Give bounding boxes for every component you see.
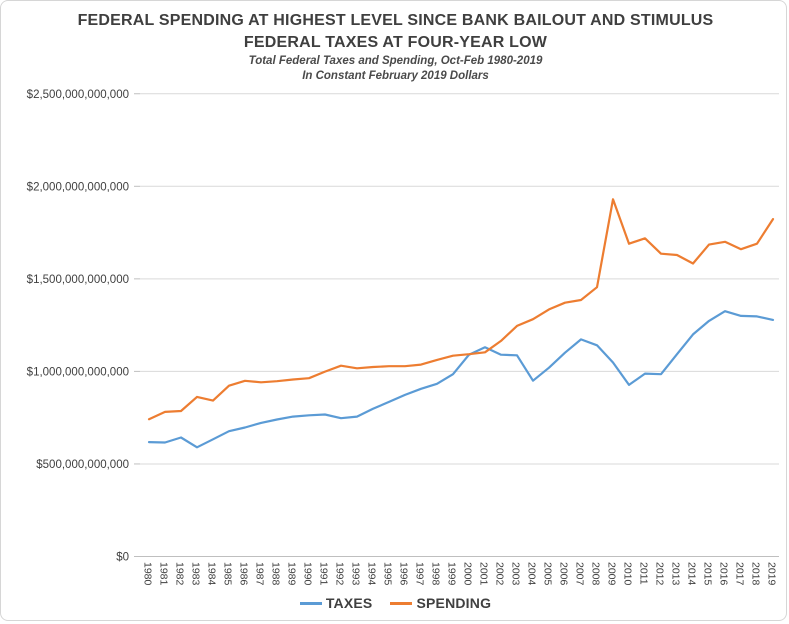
x-axis-label: 1996 — [398, 562, 410, 586]
x-axis-label: 2013 — [670, 562, 682, 586]
x-axis-label: 1983 — [190, 562, 202, 586]
legend-item-taxes: TAXES — [299, 595, 373, 611]
x-axis-label: 1980 — [142, 562, 154, 586]
x-axis-label: 2014 — [686, 562, 698, 586]
x-axis-label: 1999 — [446, 562, 458, 586]
chart-legend: TAXES SPENDING — [1, 595, 789, 611]
series-line-spending — [147, 198, 775, 421]
x-axis-label: 2016 — [718, 562, 730, 586]
x-axis-label: 2006 — [558, 562, 570, 586]
x-axis-label: 2015 — [702, 562, 714, 586]
x-axis-label: 1993 — [350, 562, 362, 586]
y-axis-label: $0 — [116, 552, 129, 564]
x-axis-label: 1990 — [302, 562, 314, 586]
legend-label-taxes: TAXES — [325, 595, 373, 611]
x-axis-label: 1984 — [206, 562, 218, 586]
x-axis-label: 1997 — [414, 562, 426, 586]
y-axis-label: $2,500,000,000,000 — [27, 89, 129, 101]
chart-subtitle-line2: In Constant February 2019 Dollars — [302, 70, 489, 82]
x-axis-label: 1995 — [382, 562, 394, 586]
x-axis-label: 2007 — [574, 562, 586, 586]
x-axis-label: 2008 — [590, 562, 602, 586]
x-axis-label: 2019 — [766, 562, 778, 586]
x-axis-label: 1986 — [238, 562, 250, 586]
legend-label-spending: SPENDING — [416, 595, 492, 611]
x-axis-label: 2004 — [526, 562, 538, 586]
x-axis-label: 2012 — [654, 562, 666, 586]
x-axis-label: 2010 — [622, 562, 634, 586]
taxes-line-swatch — [299, 601, 322, 605]
y-axis-label: $1,500,000,000,000 — [27, 274, 129, 286]
chart-title-line1: FEDERAL SPENDING AT HIGHEST LEVEL SINCE … — [77, 12, 714, 29]
spending-line-swatch — [390, 601, 413, 605]
x-axis-label: 2009 — [606, 562, 618, 586]
x-axis-label: 2000 — [462, 562, 474, 586]
x-axis-label: 1991 — [318, 562, 330, 586]
x-axis-label: 1989 — [286, 562, 298, 586]
x-axis-label: 1992 — [334, 562, 346, 586]
chart-header: FEDERAL SPENDING AT HIGHEST LEVEL SINCE … — [1, 10, 789, 84]
x-axis-label: 2003 — [510, 562, 522, 586]
chart-title-line2: FEDERAL TAXES AT FOUR-YEAR LOW — [243, 34, 548, 51]
x-axis-label: 2011 — [638, 562, 650, 585]
x-axis-label: 1987 — [254, 562, 266, 586]
x-axis-label: 1985 — [222, 562, 234, 586]
x-axis-label: 1982 — [174, 562, 186, 586]
x-axis-label: 2017 — [734, 562, 746, 586]
x-axis-label: 2018 — [750, 562, 762, 586]
x-axis-label: 1988 — [270, 562, 282, 586]
chart-subtitle-line1: Total Federal Taxes and Spending, Oct-Fe… — [248, 55, 543, 67]
y-axis-label: $2,000,000,000,000 — [27, 181, 129, 193]
x-axis-label: 1994 — [366, 562, 378, 586]
series-line-taxes — [147, 310, 775, 449]
x-axis-label: 1998 — [430, 562, 442, 586]
y-axis-label: $500,000,000,000 — [36, 459, 129, 471]
y-axis-label: $1,000,000,000,000 — [27, 366, 129, 378]
legend-item-spending: SPENDING — [390, 595, 491, 611]
x-axis-label: 2005 — [542, 562, 554, 586]
x-axis-label: 1981 — [158, 562, 170, 586]
x-axis-label: 2001 — [478, 562, 490, 586]
x-axis-label: 2002 — [494, 562, 506, 586]
